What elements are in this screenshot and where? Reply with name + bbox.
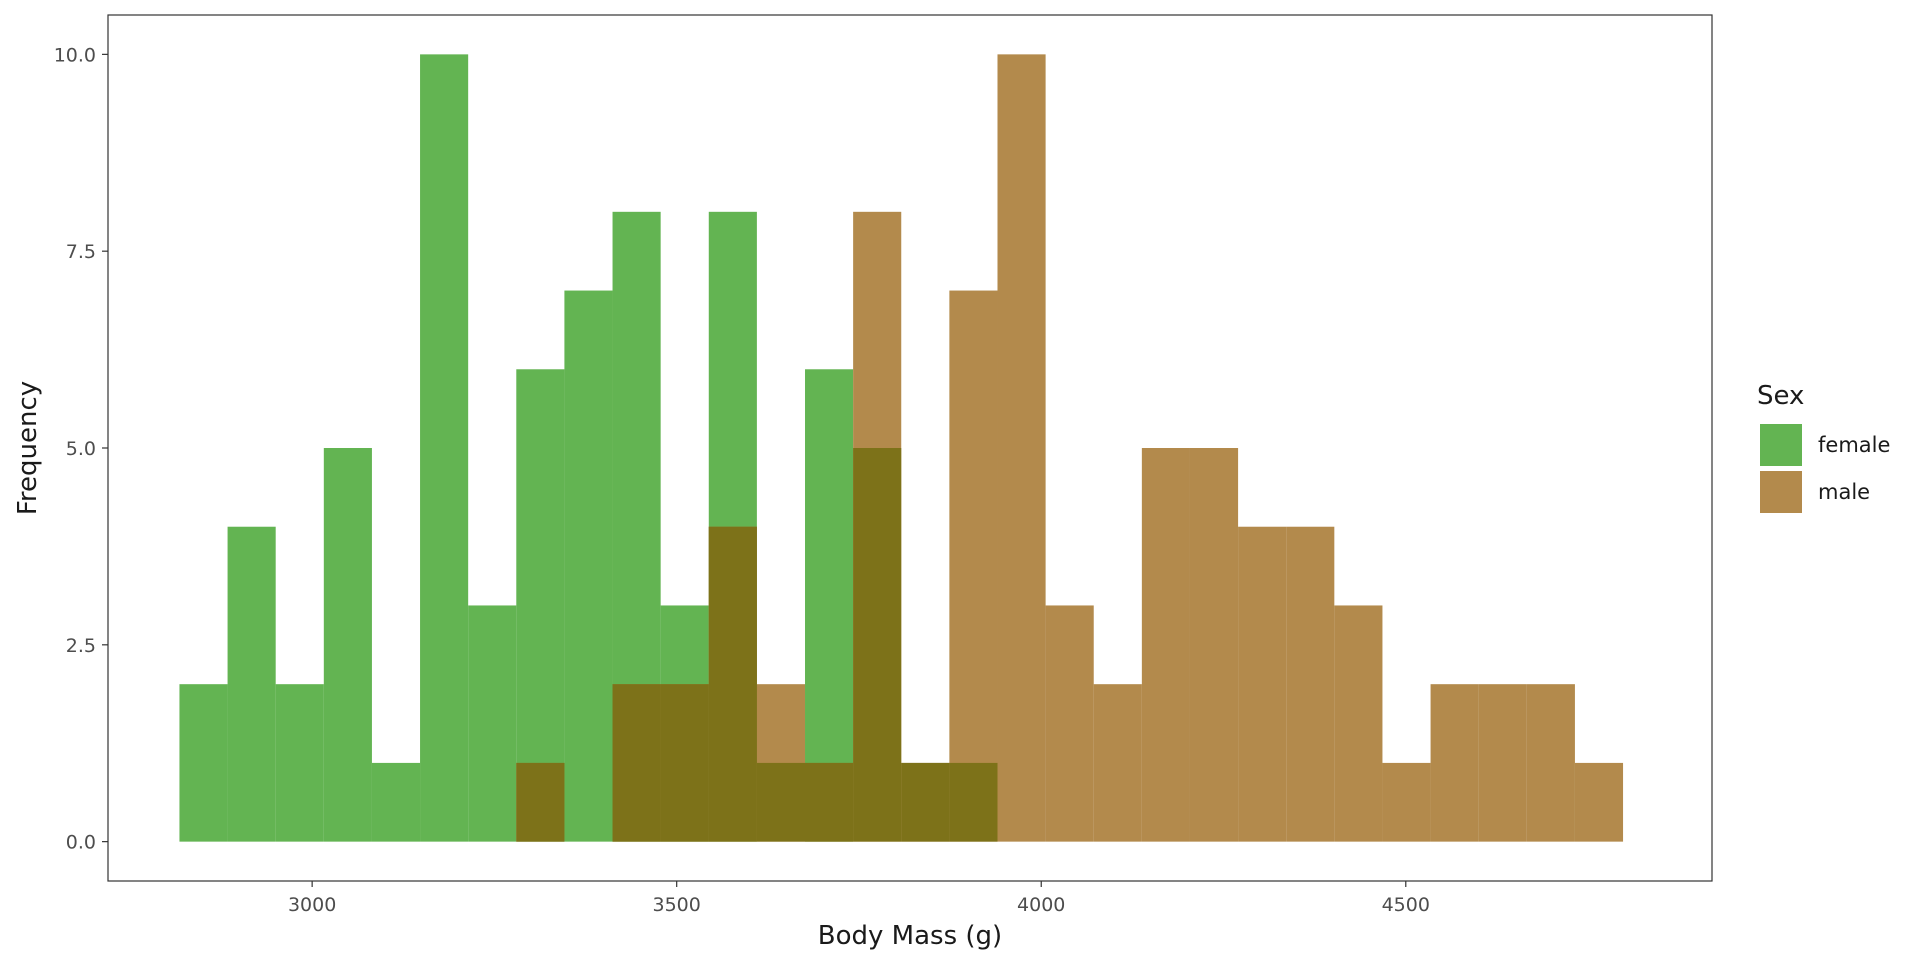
bar-male-20	[1141, 448, 1190, 842]
legend-key-male	[1760, 471, 1802, 513]
bar-male-16	[949, 290, 998, 842]
bar-male-29	[1574, 762, 1624, 842]
bar-female-8	[564, 290, 613, 842]
bar-overlap-11	[708, 526, 757, 842]
y-tick-label: 0.0	[66, 832, 96, 854]
bar-female-7	[516, 369, 565, 842]
bar-male-26	[1430, 684, 1479, 842]
bar-overlap-7	[516, 762, 565, 842]
bar-male-24	[1334, 605, 1383, 842]
y-axis-title: Frequency	[13, 381, 43, 515]
bar-overlap-14	[853, 448, 902, 842]
x-tick-label: 3500	[653, 894, 701, 916]
bar-overlap-10	[660, 684, 709, 842]
x-tick-label: 4000	[1017, 894, 1065, 916]
legend-label-female: female	[1818, 433, 1890, 457]
bar-male-18	[1045, 605, 1094, 842]
bar-female-13	[805, 369, 854, 842]
y-axis: 0.0 2.5 5.0 7.5 10.0	[54, 44, 108, 854]
bar-male-23	[1286, 526, 1335, 842]
y-tick-label: 5.0	[66, 438, 96, 460]
bars-layer	[179, 54, 1624, 842]
legend-key-female	[1760, 424, 1802, 466]
y-tick-label: 7.5	[66, 241, 96, 263]
bar-overlap-12	[756, 762, 806, 842]
legend-title: Sex	[1757, 381, 1804, 411]
bar-female-4	[371, 762, 421, 842]
bar-female-1	[227, 526, 276, 842]
x-axis: 3000 3500 4000 4500	[288, 881, 1430, 916]
bar-male-27	[1478, 684, 1527, 842]
bar-female-2	[275, 684, 324, 842]
bar-male-28	[1526, 684, 1575, 842]
bar-male-21	[1189, 448, 1239, 842]
bar-overlap-16	[949, 762, 998, 842]
bar-male-25	[1382, 762, 1431, 842]
y-tick-label: 10.0	[54, 44, 96, 66]
legend: Sex female male	[1757, 381, 1890, 513]
bar-female-3	[323, 448, 372, 842]
bar-overlap-13	[805, 762, 854, 842]
bar-female-6	[468, 605, 517, 842]
bar-male-17	[997, 54, 1046, 842]
x-tick-label: 4500	[1382, 894, 1430, 916]
bar-male-22	[1238, 526, 1287, 842]
x-axis-title: Body Mass (g)	[818, 921, 1002, 951]
bar-female-0	[179, 684, 228, 842]
y-tick-label: 2.5	[66, 635, 96, 657]
bar-male-19	[1093, 684, 1142, 842]
bar-female-5	[420, 54, 469, 842]
bar-overlap-15	[901, 762, 950, 842]
legend-label-male: male	[1818, 480, 1870, 504]
bar-overlap-9	[612, 684, 661, 842]
x-tick-label: 3000	[288, 894, 336, 916]
